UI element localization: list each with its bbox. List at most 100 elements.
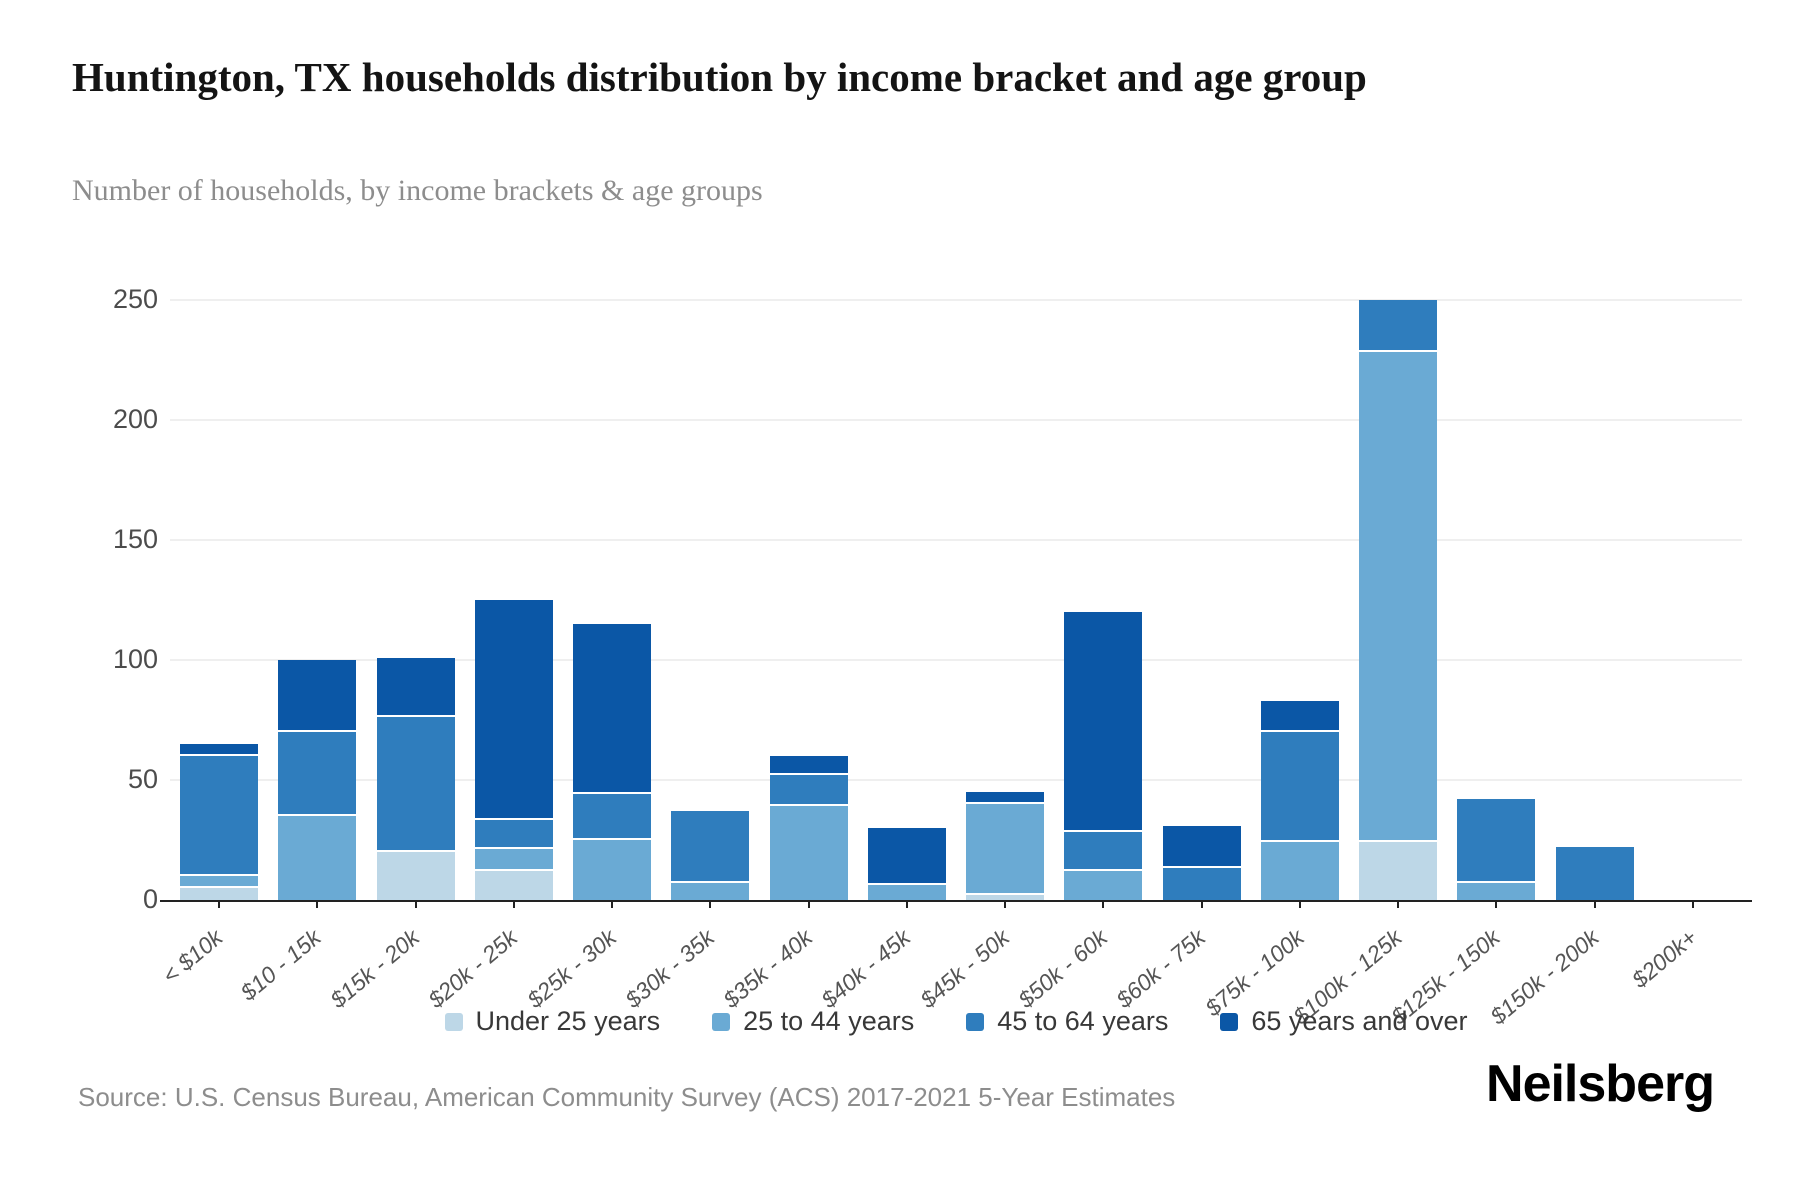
bar-segment[interactable] [180,744,259,754]
bar-segment[interactable] [769,804,848,900]
y-tick-label-150: 150 [112,524,158,554]
x-axis-tick [1397,900,1400,908]
bar-segment[interactable] [474,818,553,848]
gridline-150 [170,539,1742,541]
y-tick-label-100: 100 [112,644,158,674]
bar-$10 - 15k [278,660,357,900]
x-axis-tick [709,900,712,908]
bar-$45k - 50k [966,792,1045,900]
gridline-100 [170,659,1742,661]
x-tick-label: $15k - 20k [325,924,425,1013]
bar-segment[interactable] [180,873,259,886]
bar-segment[interactable] [573,792,652,838]
bar-segment[interactable] [867,883,946,900]
bar-segment[interactable] [966,892,1045,900]
bar-$20k - 25k [474,600,553,900]
bar-segment[interactable] [1162,866,1241,900]
bar-$40k - 45k [867,828,946,900]
bar-segment[interactable] [278,660,357,730]
bar-segment[interactable] [180,885,259,900]
bar-segment[interactable] [1457,799,1536,881]
bar-segment[interactable] [671,811,750,881]
bar-$25k - 30k [573,624,652,900]
legend-swatch-icon [712,1012,731,1031]
page-title: Huntington, TX households distribution b… [72,54,1367,100]
bar-segment[interactable] [474,847,553,869]
bar-$35k - 40k [769,756,848,900]
x-axis-tick [1102,900,1105,908]
legend-item[interactable]: Under 25 years [444,1006,660,1037]
bar-segment[interactable] [278,813,357,900]
source-note: Source: U.S. Census Bureau, American Com… [78,1082,1176,1112]
legend-item[interactable]: 25 to 44 years [712,1006,914,1037]
bar-segment[interactable] [1064,868,1143,900]
bar-segment[interactable] [1555,847,1634,900]
bar-segment[interactable] [966,792,1045,802]
x-tick-label: $60k - 75k [1111,924,1211,1013]
legend-label: 45 to 64 years [997,1006,1169,1036]
bar-segment[interactable] [769,756,848,773]
legend-swatch-icon [444,1012,463,1031]
legend-swatch-icon [966,1012,985,1031]
legend-label: 25 to 44 years [743,1006,915,1036]
y-tick-label-0: 0 [142,884,158,914]
y-tick-label-50: 50 [127,764,158,794]
legend-swatch-icon [1220,1012,1239,1031]
legend-label: 65 years and over [1251,1006,1468,1036]
bar-segment[interactable] [1162,825,1241,867]
bar-segment[interactable] [1064,830,1143,869]
bar-$150k - 200k [1555,847,1634,900]
bar-segment[interactable] [376,715,455,850]
page-subtitle: Number of households, by income brackets… [72,174,763,207]
bar-segment[interactable] [1260,700,1339,730]
bar-$15k - 20k [376,657,455,900]
x-tick-label: $25k - 30k [521,924,621,1013]
gridline-200 [170,419,1742,421]
plot-area [160,299,1752,908]
bar-segment[interactable] [769,772,848,804]
bar-segment[interactable] [573,837,652,900]
x-tick-label: $30k - 35k [620,924,720,1013]
bar-segment[interactable] [966,801,1045,893]
y-tick-label-200: 200 [112,404,158,434]
x-axis-tick [218,900,221,908]
x-axis-tick [1200,900,1203,908]
x-tick-label: $45k - 50k [914,924,1014,1013]
bar-segment[interactable] [1457,880,1536,900]
gridline-250 [170,299,1742,301]
bar-segment[interactable] [1064,612,1143,831]
x-tick-label: $20k - 25k [423,924,523,1013]
x-axis-tick [1495,900,1498,908]
bar-$50k - 60k [1064,612,1143,900]
bar-segment[interactable] [573,624,652,793]
bar-segment[interactable] [474,600,553,819]
bar-segment[interactable] [1359,300,1438,351]
bar-segment[interactable] [1359,840,1438,900]
legend-item[interactable]: 65 years and over [1220,1006,1468,1037]
x-axis-tick [905,900,908,908]
bar-$30k - 35k [671,811,750,900]
bar-segment[interactable] [180,753,259,874]
bar-segment[interactable] [671,880,750,900]
bar-segment[interactable] [1359,350,1438,840]
bar-segment[interactable] [474,868,553,900]
legend-item[interactable]: 45 to 64 years [966,1006,1168,1037]
bar-segment[interactable] [278,729,357,814]
x-axis-line [160,900,1752,902]
bar-$125k - 150k [1457,799,1536,900]
bar-segment[interactable] [376,849,455,900]
x-tick-label: $40k - 45k [816,924,916,1013]
bar-segment[interactable] [1260,840,1339,900]
x-tick-label: $35k - 40k [718,924,818,1013]
x-axis-tick [1593,900,1596,908]
x-axis-tick [611,900,614,908]
bar-segment[interactable] [1260,729,1339,840]
bar-segment[interactable] [867,828,946,884]
x-axis-tick [316,900,319,908]
bar-segment[interactable] [376,657,455,716]
x-axis-tick [1298,900,1301,908]
x-axis-tick [414,900,417,908]
bar-$60k - 75k [1162,825,1241,900]
gridline-50 [170,779,1742,781]
